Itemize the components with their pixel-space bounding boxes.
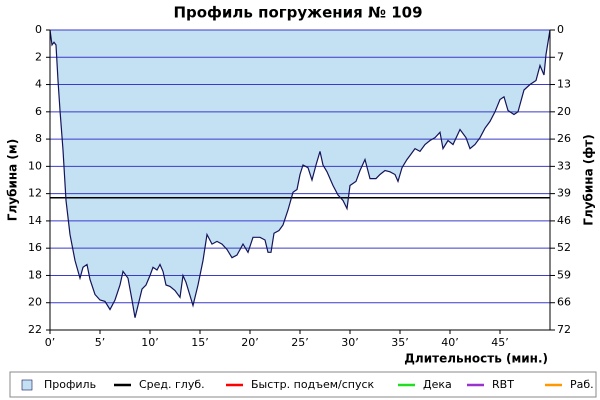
y2-tick-label: 33 <box>557 159 571 172</box>
x-tick-label: 30’ <box>341 336 359 349</box>
x-tick-label: 40’ <box>441 336 459 349</box>
y-tick-label: 20 <box>28 296 42 309</box>
y-tick-label: 18 <box>28 268 42 281</box>
legend-label: Профиль <box>44 378 96 391</box>
y-tick-label: 8 <box>35 132 42 145</box>
y-tick-label: 10 <box>28 159 42 172</box>
y2-axis-label: Глубина (фт) <box>582 134 596 225</box>
legend-label: Дека <box>423 378 452 391</box>
x-tick-label: 25’ <box>291 336 309 349</box>
y2-tick-label: 72 <box>557 323 571 336</box>
profile-line <box>49 29 551 318</box>
y-tick-label: 16 <box>28 241 42 254</box>
x-tick-label: 15’ <box>191 336 209 349</box>
x-tick-label: 35’ <box>391 336 409 349</box>
y2-tick-label: 39 <box>557 187 571 200</box>
y2-tick-label: 0 <box>557 23 564 36</box>
legend-label: RBT <box>492 378 514 391</box>
legend-label: Раб. <box>570 378 594 391</box>
legend-box <box>9 371 597 398</box>
y2-tick-label: 7 <box>557 50 564 63</box>
x-tick-label: 45’ <box>491 336 509 349</box>
y2-tick-label: 20 <box>557 105 571 118</box>
y2-tick-label: 59 <box>557 268 571 281</box>
y2-tick-label: 13 <box>557 78 571 91</box>
x-axis-label: Длительность (мин.) <box>404 352 548 366</box>
y2-tick-label: 26 <box>557 132 571 145</box>
y-tick-label: 14 <box>28 214 42 227</box>
x-tick-label: 10’ <box>141 336 159 349</box>
y-axis-label: Глубина (м) <box>6 139 20 221</box>
legend-label: Быстр. подъем/спуск <box>251 378 375 391</box>
legend-label: Сред. глуб. <box>139 378 205 391</box>
x-tick-label: 0’ <box>45 336 56 349</box>
legend-swatch <box>21 379 33 391</box>
y-tick-label: 12 <box>28 187 42 200</box>
y2-tick-label: 46 <box>557 214 571 227</box>
chart-title: Профиль погружения № 109 <box>173 4 422 22</box>
y2-tick-label: 52 <box>557 241 571 254</box>
y-tick-label: 0 <box>35 23 42 36</box>
y2-tick-label: 66 <box>557 296 571 309</box>
y-tick-label: 2 <box>35 50 42 63</box>
y-tick-label: 6 <box>35 105 42 118</box>
y-tick-label: 22 <box>28 323 42 336</box>
y-tick-label: 4 <box>35 78 42 91</box>
x-tick-label: 20’ <box>241 336 259 349</box>
x-tick-label: 5’ <box>95 336 106 349</box>
